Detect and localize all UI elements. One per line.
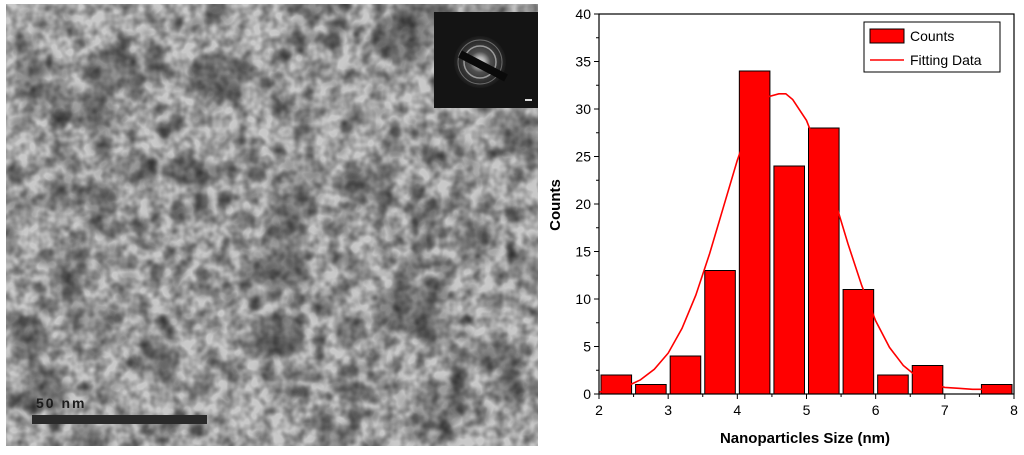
- histogram-bar: [911, 365, 944, 395]
- histogram-bar: [773, 165, 806, 395]
- histogram-bar: [808, 127, 840, 395]
- y-tick-label: 0: [583, 386, 591, 402]
- scale-bar-label: 50 nm: [36, 395, 86, 411]
- histogram-bar: [669, 355, 702, 395]
- y-tick-label: 25: [575, 149, 591, 165]
- y-tick-label: 35: [575, 54, 591, 70]
- bars-group: [600, 70, 1013, 395]
- legend: Counts Fitting Data: [863, 21, 1001, 73]
- y-tick-label: 15: [575, 244, 591, 260]
- axes-group: 2 3 4 5 6 7 8 0 5 10 15 20 25 30 35 40: [575, 6, 1018, 418]
- x-tick-label: 4: [733, 402, 741, 418]
- legend-swatch-counts: [869, 28, 905, 44]
- y-tick-label: 30: [575, 101, 591, 117]
- x-axis-label: Nanoparticles Size (nm): [720, 430, 890, 447]
- legend-label-counts: Counts: [910, 28, 954, 44]
- fitting-curve: [598, 93, 1001, 393]
- x-tick-label: 2: [595, 402, 603, 418]
- y-axis-label: Counts: [547, 179, 564, 231]
- x-tick-label: 5: [803, 402, 811, 418]
- tem-micrograph: 50 nm: [6, 4, 538, 446]
- x-tick-label: 7: [941, 402, 949, 418]
- y-tick-label: 40: [575, 6, 591, 22]
- y-tick-label: 5: [583, 339, 591, 355]
- saed-inset: [434, 12, 538, 108]
- x-tick-label: 6: [872, 402, 880, 418]
- y-tick-label: 10: [575, 291, 591, 307]
- y-tick-label: 20: [575, 196, 591, 212]
- histogram-bar: [704, 270, 736, 395]
- scale-bar: [32, 415, 207, 424]
- x-tick-label: 8: [1010, 402, 1018, 418]
- x-tick-label: 3: [664, 402, 672, 418]
- histogram-bar: [738, 70, 771, 395]
- size-histogram: 2 3 4 5 6 7 8 0 5 10 15 20 25 30 35 40 Nanoparticles Si…: [547, 6, 1018, 447]
- legend-label-fit: Fitting Data: [910, 52, 982, 68]
- histogram-bar: [635, 384, 667, 395]
- histogram-bar: [877, 374, 909, 395]
- histogram-bar: [842, 289, 875, 395]
